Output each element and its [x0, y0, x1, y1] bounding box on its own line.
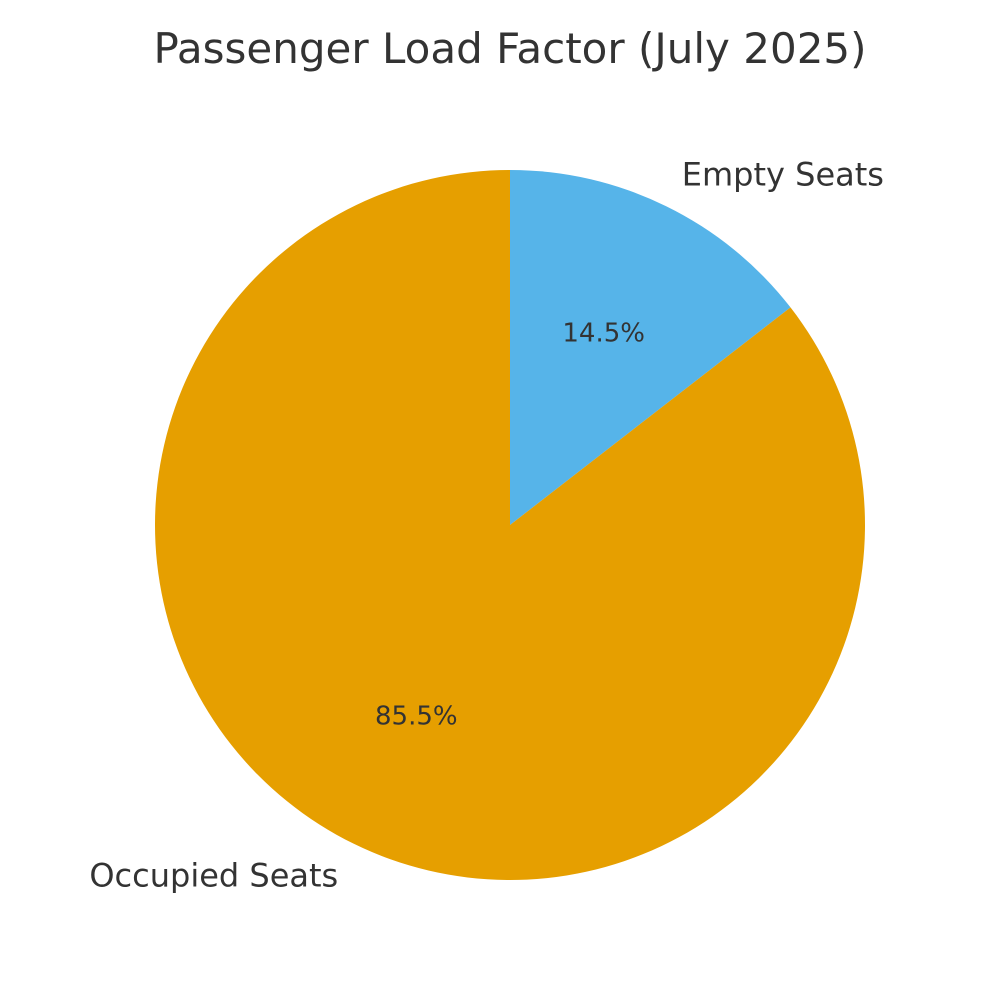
chart-title: Passenger Load Factor (July 2025) [153, 24, 867, 73]
pie-slice-occupied-seats [155, 170, 865, 881]
pct-label-empty-seats: 14.5% [562, 319, 645, 349]
slice-label-empty-seats: Empty Seats [682, 155, 884, 193]
pct-label-occupied-seats: 85.5% [375, 701, 458, 731]
slice-label-occupied-seats: Occupied Seats [89, 857, 338, 895]
pie-slice-empty-seats [510, 170, 791, 525]
